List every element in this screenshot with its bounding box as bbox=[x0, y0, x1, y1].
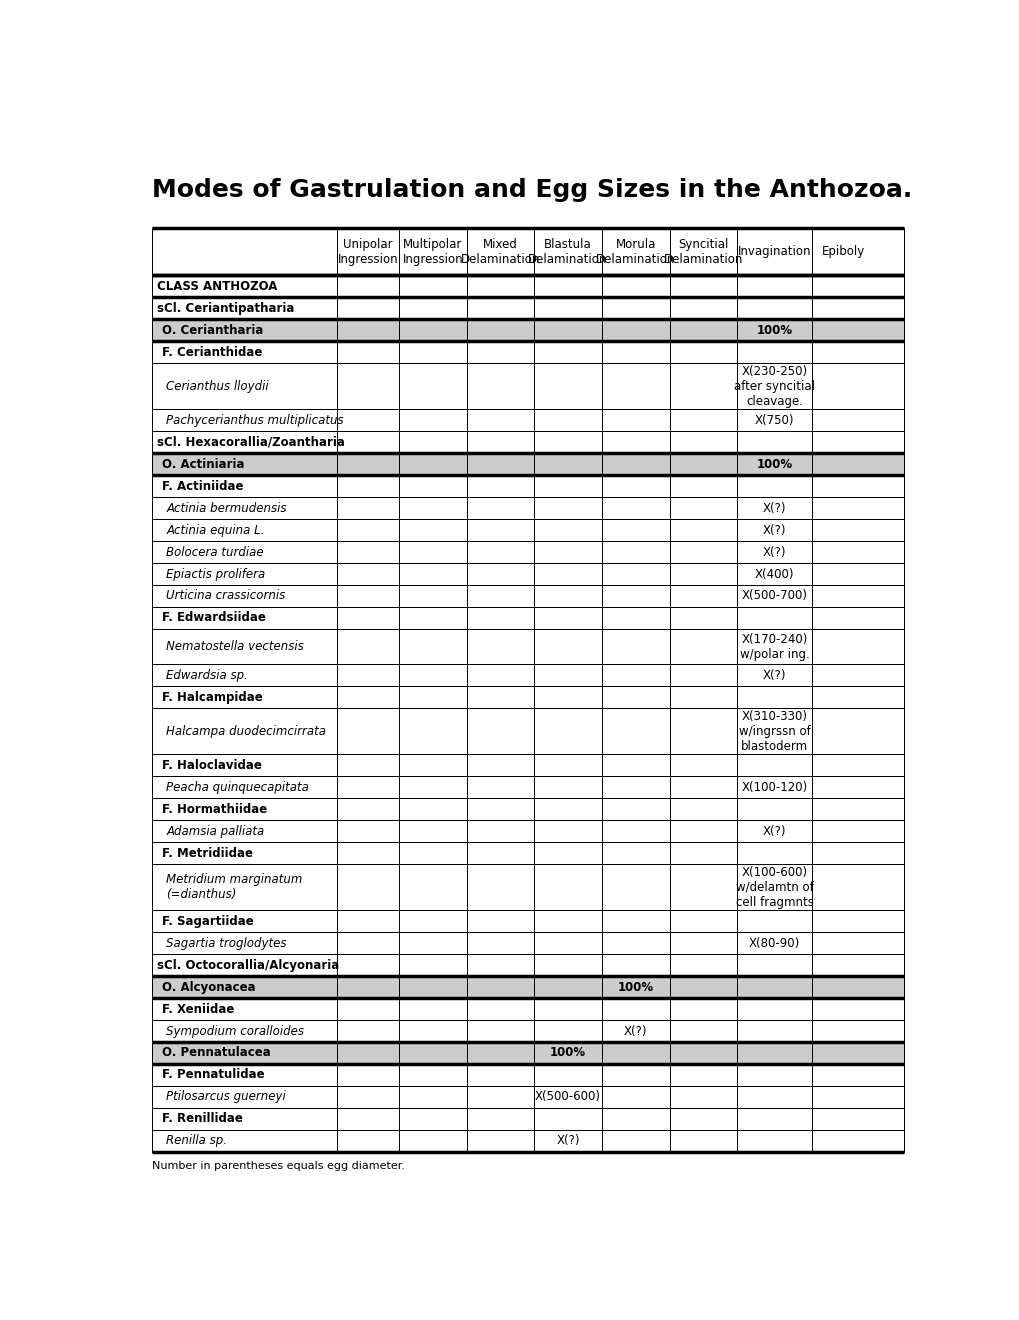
Text: X(750): X(750) bbox=[754, 414, 794, 426]
Text: X(?): X(?) bbox=[762, 502, 786, 515]
Text: Peacha quinquecapitata: Peacha quinquecapitata bbox=[166, 781, 309, 793]
Text: CLASS ANTHOZOA: CLASS ANTHOZOA bbox=[157, 280, 277, 293]
Text: Cerianthus lloydii: Cerianthus lloydii bbox=[166, 380, 269, 393]
Text: F. Cerianthidae: F. Cerianthidae bbox=[161, 346, 262, 359]
Text: X(?): X(?) bbox=[762, 545, 786, 558]
Text: 100%: 100% bbox=[756, 458, 792, 471]
Text: Unipolar
Ingression: Unipolar Ingression bbox=[337, 238, 398, 265]
Text: Edwardsia sp.: Edwardsia sp. bbox=[166, 669, 248, 681]
Text: Number in parentheses equals egg diameter.: Number in parentheses equals egg diamete… bbox=[152, 1162, 405, 1171]
Bar bbox=[152, 977, 903, 998]
Text: Metridium marginatum
(=dianthus): Metridium marginatum (=dianthus) bbox=[166, 874, 303, 902]
Bar bbox=[152, 319, 903, 342]
Text: Actinia bermudensis: Actinia bermudensis bbox=[166, 502, 286, 515]
Text: F. Actiniidae: F. Actiniidae bbox=[161, 479, 243, 492]
Text: Halcampa duodecimcirrata: Halcampa duodecimcirrata bbox=[166, 725, 326, 738]
Text: Ptilosarcus guerneyi: Ptilosarcus guerneyi bbox=[166, 1090, 285, 1104]
Text: F. Hormathiidae: F. Hormathiidae bbox=[161, 803, 267, 816]
Text: F. Sagartiidae: F. Sagartiidae bbox=[161, 915, 253, 928]
Text: X(400): X(400) bbox=[754, 568, 794, 581]
Text: O. Ceriantharia: O. Ceriantharia bbox=[161, 323, 263, 337]
Text: X(230-250)
after syncitial
cleavage.: X(230-250) after syncitial cleavage. bbox=[734, 364, 814, 408]
Text: Syncitial
Delamination: Syncitial Delamination bbox=[663, 238, 742, 265]
Text: sCl. Octocorallia/Alcyonaria: sCl. Octocorallia/Alcyonaria bbox=[157, 958, 339, 972]
Text: O. Pennatulacea: O. Pennatulacea bbox=[161, 1047, 270, 1060]
Text: Morula
Delamination: Morula Delamination bbox=[595, 238, 675, 265]
Text: Nematostella vectensis: Nematostella vectensis bbox=[166, 640, 304, 653]
Text: F. Halcampidae: F. Halcampidae bbox=[161, 690, 262, 704]
Text: X(100-120): X(100-120) bbox=[741, 781, 807, 793]
Text: O. Actiniaria: O. Actiniaria bbox=[161, 458, 244, 471]
Text: Blastula
Delamination: Blastula Delamination bbox=[528, 238, 607, 265]
Text: Epiboly: Epiboly bbox=[820, 246, 864, 259]
Text: X(?): X(?) bbox=[762, 825, 786, 838]
Text: O. Alcyonacea: O. Alcyonacea bbox=[161, 981, 255, 994]
Text: X(80-90): X(80-90) bbox=[748, 937, 800, 949]
Text: Sympodium coralloides: Sympodium coralloides bbox=[166, 1024, 304, 1038]
Bar bbox=[152, 453, 903, 475]
Text: X(?): X(?) bbox=[762, 524, 786, 537]
Text: F. Renillidae: F. Renillidae bbox=[161, 1113, 243, 1125]
Text: Bolocera turdiae: Bolocera turdiae bbox=[166, 545, 264, 558]
Text: Actinia equina L.: Actinia equina L. bbox=[166, 524, 264, 537]
Text: 100%: 100% bbox=[549, 1047, 586, 1060]
Text: Adamsia palliata: Adamsia palliata bbox=[166, 825, 264, 838]
Text: Urticina crassicornis: Urticina crassicornis bbox=[166, 590, 285, 602]
Text: X(?): X(?) bbox=[555, 1134, 579, 1147]
Text: Modes of Gastrulation and Egg Sizes in the Anthozoa.: Modes of Gastrulation and Egg Sizes in t… bbox=[152, 178, 912, 202]
Text: F. Haloclavidae: F. Haloclavidae bbox=[161, 759, 261, 772]
Text: Renilla sp.: Renilla sp. bbox=[166, 1134, 227, 1147]
Text: Mixed
Delamination: Mixed Delamination bbox=[461, 238, 539, 265]
Text: F. Pennatulidae: F. Pennatulidae bbox=[161, 1068, 264, 1081]
Text: F. Edwardsiidae: F. Edwardsiidae bbox=[161, 611, 265, 624]
Text: X(170-240)
w/polar ing.: X(170-240) w/polar ing. bbox=[739, 632, 809, 660]
Text: X(310-330)
w/ingrssn of
blastoderm: X(310-330) w/ingrssn of blastoderm bbox=[738, 710, 810, 752]
Text: F. Xeniidae: F. Xeniidae bbox=[161, 1003, 233, 1015]
Text: 100%: 100% bbox=[756, 323, 792, 337]
Bar bbox=[152, 1041, 903, 1064]
Text: F. Metridiidae: F. Metridiidae bbox=[161, 846, 253, 859]
Text: Invagination: Invagination bbox=[738, 246, 811, 259]
Text: sCl. Ceriantipatharia: sCl. Ceriantipatharia bbox=[157, 302, 294, 315]
Text: X(500-700): X(500-700) bbox=[741, 590, 807, 602]
Text: X(?): X(?) bbox=[762, 669, 786, 681]
Text: sCl. Hexacorallia/Zoantharia: sCl. Hexacorallia/Zoantharia bbox=[157, 436, 344, 449]
Text: Multipolar
Ingression: Multipolar Ingression bbox=[403, 238, 463, 265]
Text: X(100-600)
w/delamtn of
cell fragmnts: X(100-600) w/delamtn of cell fragmnts bbox=[735, 866, 813, 908]
Text: X(?): X(?) bbox=[624, 1024, 647, 1038]
Text: Pachycerianthus multiplicatus: Pachycerianthus multiplicatus bbox=[166, 414, 343, 426]
Text: X(500-600): X(500-600) bbox=[535, 1090, 600, 1104]
Text: 100%: 100% bbox=[618, 981, 653, 994]
Text: Epiactis prolifera: Epiactis prolifera bbox=[166, 568, 265, 581]
Text: Sagartia troglodytes: Sagartia troglodytes bbox=[166, 937, 286, 949]
